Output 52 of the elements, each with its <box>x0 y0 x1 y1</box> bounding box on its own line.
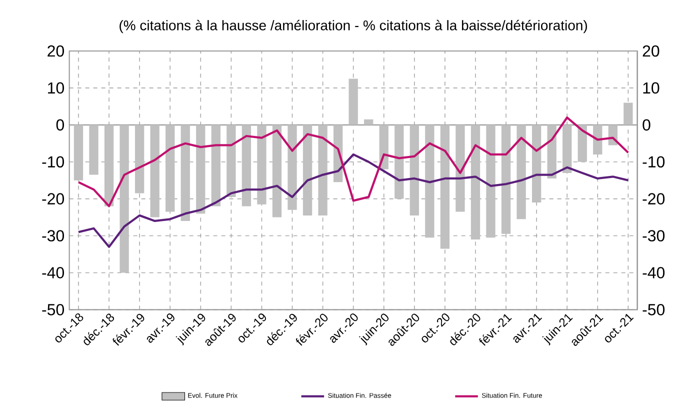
y-tick-label: 0 <box>56 119 64 131</box>
line-series <box>77 153 630 248</box>
bar <box>272 124 282 218</box>
y-tick-label: -30 <box>42 230 64 242</box>
bar <box>440 124 450 249</box>
bar <box>501 124 511 234</box>
y2-tick-label: -10 <box>642 156 665 168</box>
bar <box>211 124 220 206</box>
y2-tick-label: 0 <box>642 119 650 131</box>
y2-tick-label: -30 <box>642 230 665 242</box>
bar <box>364 119 374 125</box>
bar <box>120 124 129 273</box>
bar <box>578 124 587 162</box>
bar <box>425 124 434 238</box>
bar <box>196 124 206 214</box>
y-tick-label: -20 <box>42 193 64 204</box>
bar <box>470 124 480 240</box>
y2-tick-label: 10 <box>643 82 660 94</box>
bar <box>318 124 328 216</box>
chart-title: (% citations à la hausse /amélioration - % citations à la baisse/détérioration) <box>120 20 587 34</box>
bar <box>104 124 114 206</box>
y-tick-label: -50 <box>42 304 64 316</box>
bar <box>532 124 542 203</box>
bar <box>74 124 84 180</box>
bar <box>593 124 602 154</box>
bar <box>394 124 404 199</box>
bar <box>134 124 144 194</box>
bar <box>166 124 175 212</box>
y-tick-label: 10 <box>48 82 64 94</box>
bar <box>226 124 236 197</box>
bar <box>242 124 252 206</box>
y2-tick-label: -50 <box>642 304 665 316</box>
bar <box>562 124 572 173</box>
bar <box>180 124 190 221</box>
y2-tick-label: -20 <box>642 193 665 204</box>
y-tick-label: 20 <box>48 45 64 57</box>
y2-tick-label: -40 <box>642 267 665 278</box>
line-series <box>77 116 630 208</box>
bar <box>288 124 297 210</box>
bar <box>456 124 465 212</box>
bar <box>257 124 266 204</box>
y-tick-label: -10 <box>42 156 64 168</box>
bar <box>302 124 312 216</box>
bar <box>410 124 419 216</box>
bar <box>150 124 160 218</box>
bar <box>624 102 633 125</box>
y2-tick-label: 20 <box>642 45 660 57</box>
bar <box>516 124 526 220</box>
bar <box>486 124 496 238</box>
y-tick-label: -40 <box>42 267 64 278</box>
bar <box>89 124 98 175</box>
bar <box>348 78 358 125</box>
